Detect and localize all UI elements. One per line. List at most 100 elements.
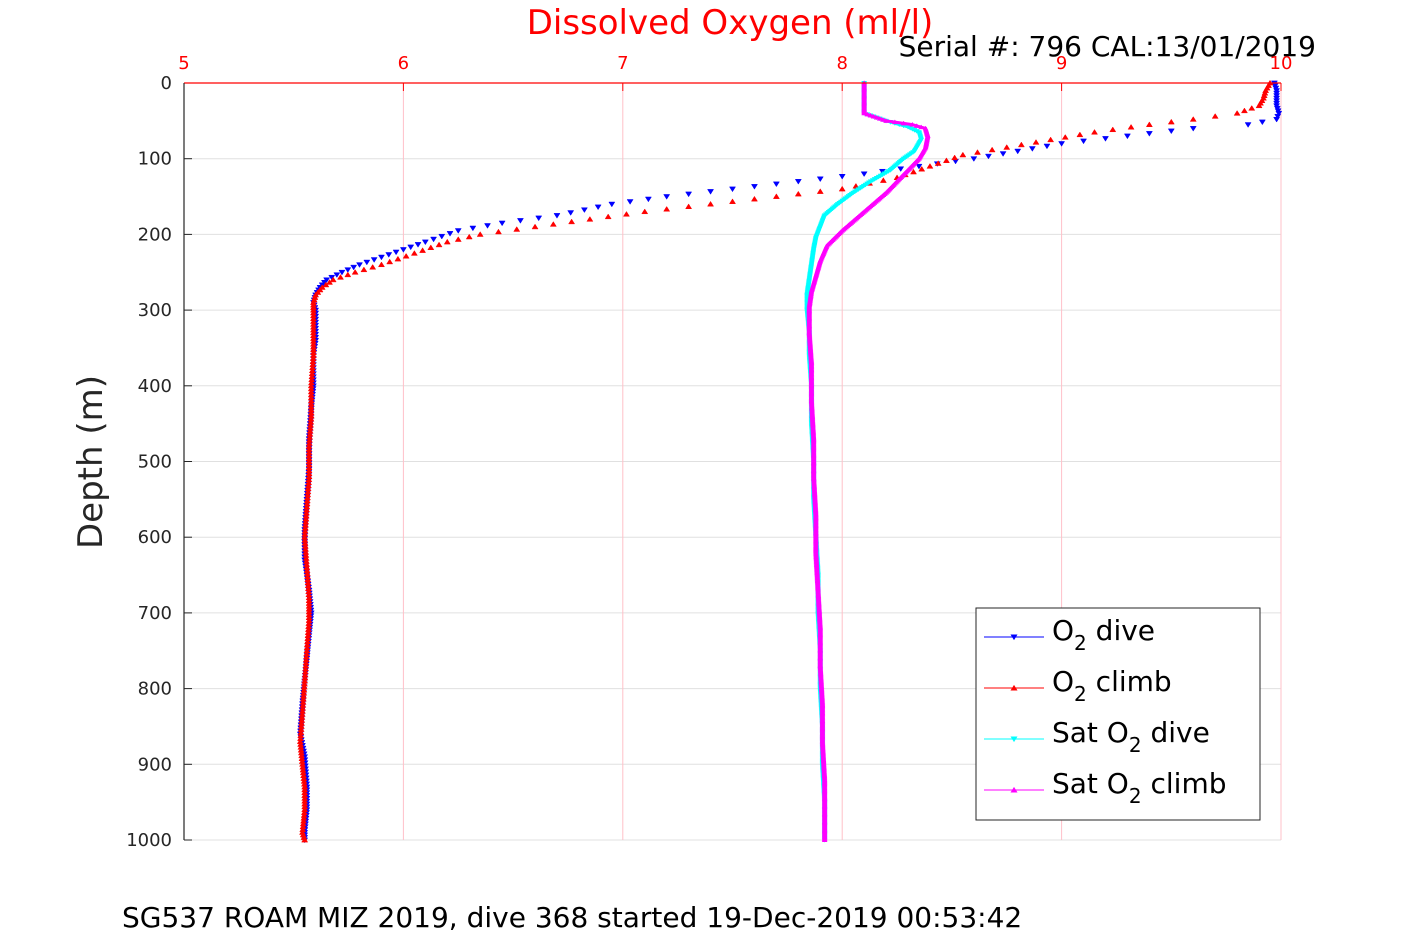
data-point <box>378 254 385 261</box>
y-tick-label: 100 <box>138 149 172 170</box>
data-point <box>974 149 981 155</box>
data-point <box>1032 139 1040 145</box>
data-point <box>399 247 407 253</box>
footer-caption: SG537 ROAM MIZ 2019, dive 368 started 19… <box>122 901 1022 934</box>
data-point <box>438 233 446 240</box>
data-point <box>360 266 368 273</box>
data-point <box>350 264 358 271</box>
data-point <box>446 231 454 237</box>
data-point <box>1076 131 1084 138</box>
data-point <box>567 210 575 216</box>
legend-label: Sat O2 climb <box>1052 767 1227 808</box>
data-point <box>1058 141 1066 147</box>
data-point <box>909 121 916 127</box>
data-point <box>419 247 427 253</box>
data-point <box>1017 141 1025 148</box>
legend-label: O2 dive <box>1052 614 1155 655</box>
data-point <box>772 181 780 188</box>
x-tick-label: 9 <box>1056 53 1067 74</box>
data-point <box>926 163 934 169</box>
data-point <box>897 166 905 172</box>
legend-label-suffix: climb <box>1087 665 1172 698</box>
data-point <box>1258 119 1266 126</box>
data-point <box>883 118 890 123</box>
data-point <box>301 836 309 843</box>
y-tick-label: 200 <box>138 224 172 245</box>
x-tick-label: 10 <box>1270 53 1293 74</box>
data-point <box>386 258 394 265</box>
data-point <box>900 120 907 126</box>
data-point <box>1255 102 1263 109</box>
data-point <box>392 249 400 256</box>
y-tick-label: 600 <box>138 527 172 548</box>
data-point <box>860 171 868 178</box>
data-point <box>495 228 502 235</box>
data-point <box>750 195 758 202</box>
data-point <box>443 238 451 245</box>
data-point <box>369 264 377 270</box>
data-point <box>337 274 344 280</box>
data-point <box>985 153 992 160</box>
data-point <box>498 220 506 227</box>
data-point <box>329 276 337 283</box>
data-point <box>385 252 393 258</box>
y-tick-label: 400 <box>138 376 172 397</box>
data-point <box>535 215 543 222</box>
legend-swatch-marker <box>1010 786 1018 793</box>
legend-label-subscript: 2 <box>1074 631 1087 655</box>
data-point <box>1244 122 1252 128</box>
data-point <box>414 242 422 248</box>
data-point <box>333 272 341 278</box>
data-point <box>816 188 824 194</box>
data-point <box>910 168 917 175</box>
y-tick-label: 300 <box>138 300 172 321</box>
data-point <box>370 257 378 263</box>
data-point <box>1240 107 1248 114</box>
data-point <box>326 279 333 285</box>
legend-entry: O2 climb <box>984 665 1172 706</box>
chart-title: Dissolved Oxygen (ml/l) <box>527 3 934 43</box>
data-point <box>430 236 438 243</box>
data-point <box>1109 126 1117 133</box>
data-point <box>1211 113 1219 119</box>
data-point <box>794 179 802 185</box>
data-point <box>338 269 346 276</box>
data-point <box>864 111 871 117</box>
data-point <box>435 241 443 248</box>
y-tick-label: 500 <box>138 452 172 473</box>
data-point <box>852 182 860 189</box>
legend-label-subscript: 2 <box>1074 682 1087 706</box>
legend-label-main: Sat O <box>1052 716 1129 749</box>
data-point <box>879 117 886 122</box>
data-point <box>580 207 588 213</box>
data-point <box>351 269 359 275</box>
data-point <box>870 113 877 119</box>
data-point <box>1167 128 1175 135</box>
data-point <box>476 231 484 237</box>
data-point <box>959 151 967 158</box>
data-point <box>821 837 828 842</box>
legend-label-main: O <box>1052 665 1074 698</box>
x-tick-label: 8 <box>836 53 847 74</box>
data-point <box>999 151 1007 157</box>
data-point <box>421 239 429 246</box>
data-point <box>873 114 880 120</box>
legend-label: Sat O2 dive <box>1052 716 1210 757</box>
y-tick-label: 1000 <box>126 830 172 851</box>
legend-label-subscript: 2 <box>1129 733 1142 757</box>
data-point <box>861 110 868 116</box>
data-point <box>663 194 671 200</box>
data-point <box>891 119 898 125</box>
data-point <box>402 252 410 259</box>
data-point <box>1275 110 1283 117</box>
legend-label-suffix: climb <box>1142 767 1227 800</box>
y-tick-label: 800 <box>138 679 172 700</box>
x-tick-label: 6 <box>398 53 409 74</box>
data-point <box>516 218 524 224</box>
data-point <box>1127 123 1135 130</box>
y-tick-label: 0 <box>161 73 172 94</box>
data-point <box>1273 116 1281 123</box>
data-point <box>484 223 491 229</box>
